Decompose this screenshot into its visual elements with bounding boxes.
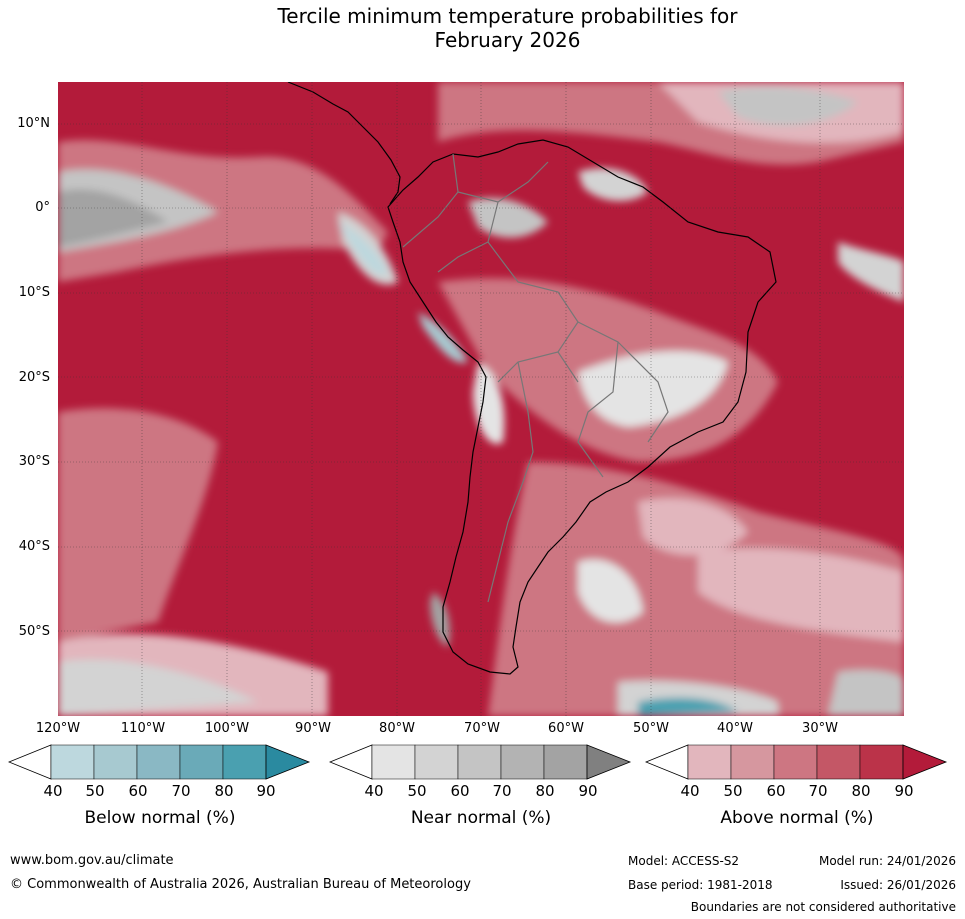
tick: 40: [680, 782, 700, 800]
colorbar-extend-high: [586, 744, 632, 780]
colorbar-below-normal: [8, 744, 311, 780]
lon-label-30w: 30°W: [802, 721, 838, 736]
lon-label-80w: 80°W: [379, 721, 415, 736]
model-text: Model: ACCESS-S2: [628, 854, 740, 868]
colorbar-label-below: Below normal (%): [84, 808, 236, 828]
tick: 50: [407, 782, 427, 800]
tick: 60: [128, 782, 148, 800]
map-title: Tercile minimum temperature probabilitie…: [0, 4, 965, 52]
central-america-coast: [287, 82, 401, 205]
tick: 70: [171, 782, 191, 800]
lon-label-60w: 60°W: [548, 721, 584, 736]
colorbar-above-normal: [645, 744, 948, 780]
tick: 80: [535, 782, 555, 800]
colorbar-extend-low: [329, 744, 373, 780]
colorbar-cell: [687, 744, 732, 780]
lat-label-50s: 50°S: [18, 624, 50, 639]
lon-label-100w: 100°W: [204, 721, 250, 736]
colorbar-cell: [414, 744, 459, 780]
colorbar-extend-high: [265, 744, 311, 780]
tick: 80: [851, 782, 871, 800]
base-period-text: Base period: 1981-2018: [628, 878, 773, 892]
colorbar-cell: [136, 744, 181, 780]
lon-label-90w: 90°W: [295, 721, 331, 736]
colorbar-cell: [859, 744, 904, 780]
tick: 70: [492, 782, 512, 800]
coastline: [387, 139, 777, 675]
tick: 60: [766, 782, 786, 800]
tick: 90: [894, 782, 914, 800]
country-borders: [402, 153, 669, 603]
title-line-2: February 2026: [434, 28, 581, 52]
tick: 70: [808, 782, 828, 800]
lon-label-120w: 120°W: [35, 721, 81, 736]
colorbar-cell: [50, 744, 95, 780]
lat-label-30s: 30°S: [18, 454, 50, 469]
colorbar-label-above: Above normal (%): [720, 808, 874, 828]
lon-label-110w: 110°W: [120, 721, 166, 736]
lon-label-40w: 40°W: [717, 721, 753, 736]
colorbar-extend-low: [8, 744, 52, 780]
tick: 90: [578, 782, 598, 800]
tick: 40: [364, 782, 384, 800]
lat-label-10n: 10°N: [17, 116, 50, 131]
graticule: [58, 82, 904, 716]
tick: 60: [450, 782, 470, 800]
field-patches: [58, 82, 904, 716]
title-line-1: Tercile minimum temperature probabilitie…: [277, 4, 738, 28]
colorbar-cell: [93, 744, 138, 780]
colorbar-cell: [773, 744, 818, 780]
colorbar-cell: [500, 744, 545, 780]
lon-label-70w: 70°W: [464, 721, 500, 736]
colorbar-extend-low: [645, 744, 689, 780]
colorbar-cell: [730, 744, 775, 780]
model-run-text: Model run: 24/01/2026: [818, 854, 956, 868]
tick: 90: [256, 782, 276, 800]
probability-map: [58, 82, 904, 716]
copyright-text: © Commonwealth of Australia 2026, Austra…: [10, 877, 471, 892]
issued-text: Issued: 26/01/2026: [840, 878, 956, 892]
tick: 50: [723, 782, 743, 800]
lat-label-0: 0°: [35, 200, 50, 215]
colorbar-cell: [371, 744, 416, 780]
tick: 50: [85, 782, 105, 800]
colorbar-cell: [457, 744, 502, 780]
colorbar-cell: [816, 744, 861, 780]
colorbar-cell: [222, 744, 267, 780]
tick: 80: [214, 782, 234, 800]
tick: 40: [43, 782, 63, 800]
colorbar-extend-high: [902, 744, 948, 780]
colorbar-cell: [543, 744, 588, 780]
colorbar-near-normal: [329, 744, 632, 780]
colorbar-label-near: Near normal (%): [410, 808, 552, 828]
colorbar-cell: [179, 744, 224, 780]
lat-label-20s: 20°S: [18, 370, 50, 385]
lon-label-50w: 50°W: [633, 721, 669, 736]
map-canvas: [58, 82, 904, 716]
disclaimer-text: Boundaries are not considered authoritat…: [690, 900, 956, 914]
website-link[interactable]: www.bom.gov.au/climate: [10, 853, 174, 868]
lat-label-10s: 10°S: [18, 285, 50, 300]
lat-label-40s: 40°S: [18, 539, 50, 554]
